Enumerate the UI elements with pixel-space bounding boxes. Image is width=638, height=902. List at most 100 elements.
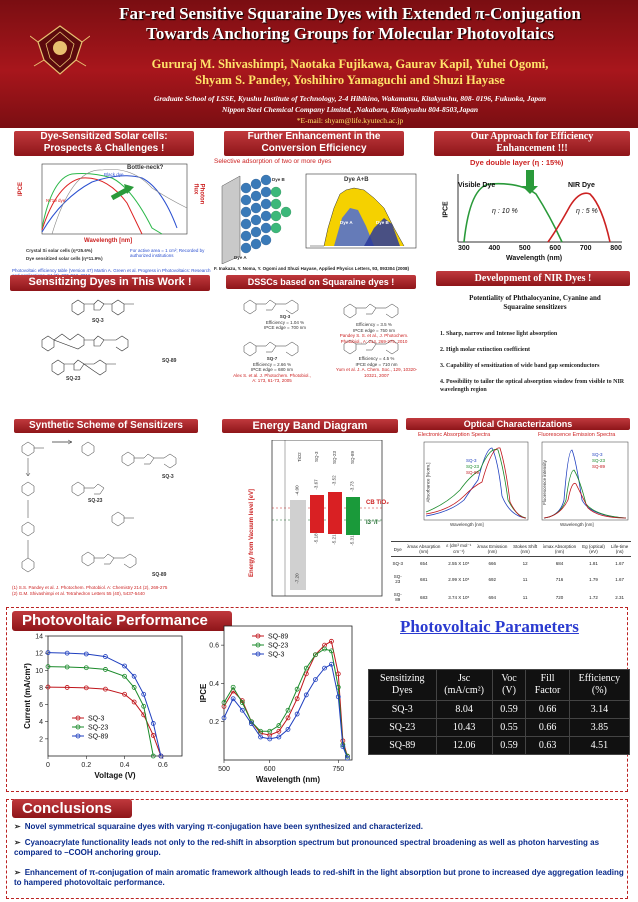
pv-table-header: Jsc (mA/cm²) (435, 669, 493, 701)
x-tick-label: 500 (218, 766, 230, 773)
optical-table-cell: 3.74 X 10⁵ (448, 594, 470, 600)
optical-table-header: Dye (391, 541, 405, 557)
check-icon: ➢ (14, 838, 21, 847)
data-point (131, 699, 137, 705)
section-dsscs-sq: DSSCs based on Squaraine dyes ! (226, 275, 416, 289)
series-line-sq-23 (223, 648, 348, 757)
pv-params-title: Photovoltaic Parameters (400, 617, 579, 636)
optical-table-cell: 12 (522, 561, 528, 566)
data-point (64, 685, 70, 690)
energy-col-sq89: SQ-89 (350, 450, 355, 464)
section-sensitizing: Sensitizing Dyes in This Work ! (10, 275, 210, 291)
pv-table-header: Sensitizing Dyes (368, 669, 437, 701)
dual-dye-figure: Dye B Dye A Dye A+B Dye A Dye B (214, 168, 424, 265)
sq-box2-eff: Efficiency = 3.5 % (356, 322, 392, 327)
sq-box1-eff: Efficiency = 1.04 % (265, 319, 305, 325)
legend-label: SQ-89 (268, 634, 288, 641)
sq-box4-ipce: IPCE edge = 710 nm (355, 361, 398, 367)
optical-table-cell: 1.81 (589, 561, 598, 566)
optical-table-cell: SQ-23 (393, 574, 402, 584)
optical-table-cell: SQ-3 (392, 561, 403, 566)
optical-data-table: Dye λmax Absorption (nm) ε (dm³ mol⁻¹ cm⁻¹… (391, 541, 631, 606)
x-tick-label: 0.2 (81, 762, 91, 769)
approach-tick-5: 700 (579, 245, 592, 252)
ipce-concept-figure: Visible Dye NIR Dye η : 10 % η : 5 % IPC… (440, 166, 630, 266)
data-point (141, 703, 147, 709)
data-point (83, 665, 89, 671)
data-point (103, 686, 108, 692)
data-point (131, 673, 137, 679)
optical-table-cell: 681 (420, 576, 428, 582)
approach-tick-4: 600 (549, 245, 562, 252)
data-point (103, 654, 108, 659)
x-tick-label: 600 (264, 766, 276, 773)
optical-table-cell: SQ-89 (393, 592, 402, 602)
data-point (239, 700, 245, 705)
sq-box4-eff: Efficiency = 4.5 % (358, 356, 395, 361)
x-axis-label: Wavelength (nm) (256, 775, 320, 784)
energy-col-sq23: SQ-23 (332, 450, 337, 464)
data-point (45, 684, 51, 690)
sq-box4-ref: Yum et al. J. A. Chem. Soc., 129, 10320-… (335, 367, 418, 378)
energy-sq89-lumo: -3.73 (349, 481, 355, 492)
nir-item-4: 4. Possibility to tailor the optical abs… (440, 379, 625, 393)
y-tick-label: 0.2 (209, 719, 219, 726)
dye-structures-figure: SQ-3 SQ-89 SQ-23 (12, 294, 212, 384)
data-point (345, 753, 350, 759)
data-point (313, 677, 318, 682)
conclusions-panel-frame (6, 799, 628, 899)
data-point (103, 667, 108, 672)
dye-label-sq3: SQ-3 (92, 318, 104, 324)
energy-ylabel: Energy from Vacuum level [eV] (249, 488, 256, 578)
pv-table-cell: SQ-23 (368, 718, 437, 737)
section-nir: Development of NIR Dyes ! (436, 271, 630, 286)
fl-title: Fluorescence Emission Spectra (538, 432, 616, 438)
section-optical: Optical Characterizations (406, 418, 630, 430)
optical-table-cell: 694 (488, 594, 497, 600)
data-point (221, 700, 227, 705)
legend-label: SQ-3 (88, 716, 104, 723)
y-tick-label: 12 (35, 651, 43, 658)
x-tick-label: 0.6 (158, 762, 168, 769)
data-point (340, 744, 346, 750)
section-synthetic: Synthetic Scheme of Sensitizers (14, 419, 198, 433)
data-point (239, 707, 245, 713)
pv-table-row: SQ-3 8.04 0.59 0.66 3.14 (368, 700, 631, 719)
energy-band-figure: TiO2 SQ-3 SQ-23 SQ-89 -4.00 -7.20 -3.67 … (262, 439, 392, 600)
energy-sq89-homo: -5.31 (349, 535, 355, 546)
optical-table-cell: 1.72 (589, 594, 598, 600)
energy-sq23-lumo: -3.52 (331, 475, 337, 486)
pv-params-table: Sensitizing Dyes Jsc (mA/cm²) Voc (V) Fill … (368, 669, 631, 755)
sq-box1-title: SQ-3 (279, 314, 291, 319)
data-point (276, 723, 282, 728)
legend-marker (75, 724, 81, 730)
energy-sq23-homo: -5.21 (331, 534, 337, 545)
plot-area (223, 625, 353, 761)
optical-table-cell: 692 (488, 576, 497, 582)
y-tick-label: 0.4 (209, 681, 219, 688)
legend-label: SQ-23 (268, 643, 288, 650)
optical-table-cell: 654 (420, 561, 428, 566)
pv-table-cell: SQ-3 (368, 700, 437, 719)
optical-table-cell: 11 (522, 594, 528, 600)
nir-item-2: 2. High molar extinction coefficient (440, 347, 531, 353)
energy-redox-label: I3⁻/I⁻ (366, 520, 381, 526)
pv-table-cell: 3.14 (568, 700, 631, 719)
energy-cb-label: CB TiO₂ (366, 500, 389, 506)
legend-marker (255, 651, 261, 657)
optical-table-row: SQ-23 681 2.99 X 10⁵ 692 11 716 1.79 1.67 (391, 570, 631, 588)
series-line-sq-3 (223, 663, 348, 759)
optical-table-cell: 1.67 (615, 576, 624, 582)
fl-ylabel: Fluorescence intensity (541, 460, 547, 505)
plot-area (47, 635, 183, 757)
data-point (276, 728, 282, 734)
data-point (230, 684, 236, 690)
synthetic-label-sq89: SQ-89 (152, 572, 167, 578)
data-point (122, 691, 127, 697)
energy-tio2-homo: -7.20 (294, 573, 300, 584)
series-line-sq-3 (47, 686, 162, 757)
data-point (158, 753, 164, 759)
abs-xlabel: Wavelength [nm] (450, 522, 484, 527)
section-energy: Energy Band Diagram (222, 419, 398, 433)
data-point (329, 648, 334, 654)
